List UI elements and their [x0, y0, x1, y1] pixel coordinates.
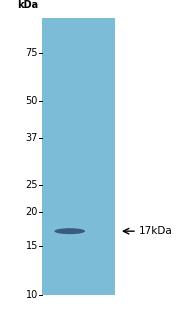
Text: 15: 15 — [26, 241, 38, 251]
Text: kDa: kDa — [17, 0, 38, 10]
Text: 20: 20 — [26, 207, 38, 217]
Text: 37: 37 — [26, 133, 38, 143]
Text: 75: 75 — [25, 48, 38, 57]
Text: 10: 10 — [26, 290, 38, 300]
Bar — [42, 18, 115, 295]
Text: 17kDa: 17kDa — [139, 226, 173, 236]
Text: 50: 50 — [26, 96, 38, 106]
Ellipse shape — [54, 228, 85, 234]
Text: 25: 25 — [25, 180, 38, 190]
Text: Western Blot: Western Blot — [2, 0, 104, 1]
